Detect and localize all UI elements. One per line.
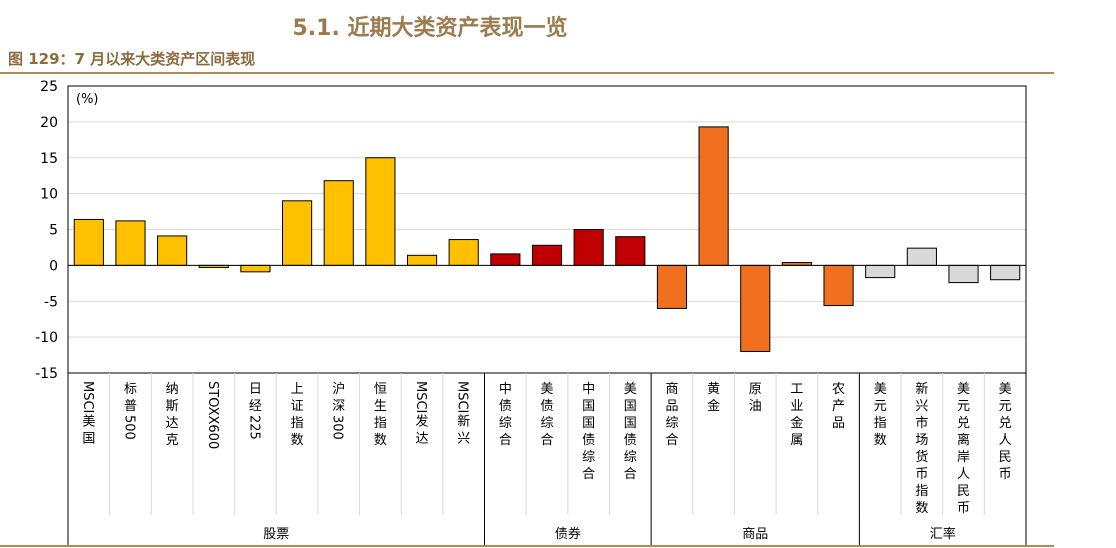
bar — [573, 229, 604, 266]
bar — [698, 126, 729, 266]
bar — [656, 264, 688, 309]
category-label: 美债综合 — [540, 382, 553, 448]
category-label-latin-part: 225 — [246, 415, 261, 440]
bar — [615, 236, 646, 266]
category-label: 新兴市场货币指数 — [915, 381, 928, 516]
y-tick-label: 0 — [49, 258, 58, 274]
bottom-divider — [0, 545, 1054, 547]
bar — [906, 247, 937, 266]
category-label: 中债综合 — [499, 382, 512, 448]
bar — [490, 253, 521, 266]
category-label: 日经 — [249, 382, 262, 414]
category-label: 上证指数 — [291, 382, 304, 448]
category-label-latin-part: 500 — [121, 415, 136, 440]
category-label: 发达 — [416, 413, 429, 446]
category-label-latin-part: MSCI — [413, 381, 428, 413]
category-label-latin-part: 300 — [330, 415, 345, 440]
group-label: 股票 — [263, 527, 289, 542]
bar — [948, 264, 979, 284]
category-label: 新兴 — [457, 413, 470, 446]
category-label: 黄金 — [707, 382, 720, 414]
bar — [240, 264, 271, 273]
category-label: 美元兑离岸人民币 — [957, 382, 970, 516]
bar — [115, 220, 146, 266]
bar — [73, 218, 104, 266]
category-label: 商品综合 — [665, 382, 678, 448]
category-label-latin-part: MSCI — [455, 381, 470, 413]
category-label: 纳斯达克 — [166, 382, 179, 448]
category-label: 中国国债综合 — [582, 382, 595, 482]
y-tick-label: 15 — [40, 151, 58, 167]
bar — [365, 157, 396, 266]
bar — [448, 239, 479, 266]
group-label: 商品 — [742, 527, 768, 542]
category-label: 美元指数 — [874, 382, 887, 448]
category-label: 恒生指数 — [374, 382, 387, 448]
bar — [282, 200, 313, 266]
top-divider — [0, 72, 1054, 74]
category-label-latin-part: MSCI — [80, 381, 95, 413]
category-label: 农产品 — [832, 382, 845, 431]
y-tick-label: 10 — [40, 187, 58, 203]
bar — [406, 254, 438, 266]
bar — [865, 264, 896, 279]
category-label-latin-part: STOXX600 — [205, 381, 220, 449]
y-tick-label: 25 — [40, 79, 58, 95]
bar — [323, 180, 354, 266]
category-label: 美元兑人民币 — [999, 382, 1012, 482]
category-label: 美国国债综合 — [624, 382, 637, 482]
category-label: 原油 — [749, 382, 762, 414]
plot-frame — [67, 85, 1027, 374]
category-label: 工业金属 — [790, 382, 803, 448]
bar — [823, 264, 854, 307]
bar — [990, 264, 1021, 281]
bar — [531, 244, 563, 266]
group-label: 债券 — [555, 526, 581, 542]
y-tick-label: -15 — [35, 366, 58, 382]
bar — [740, 264, 771, 352]
y-tick-label: -10 — [35, 330, 58, 346]
bar — [157, 235, 188, 266]
y-tick-label: 5 — [49, 223, 58, 239]
figure-title: 图 129：7 月以来大类资产区间表现 — [8, 50, 256, 68]
y-tick-label: 20 — [40, 115, 58, 131]
category-label: 标普 — [124, 382, 137, 414]
section-title: 5.1. 近期大类资产表现一览 — [292, 16, 568, 41]
category-label: 美国 — [82, 414, 95, 446]
y-tick-label: -5 — [44, 294, 58, 310]
category-label: 沪深 — [332, 381, 345, 414]
group-label: 汇率 — [930, 526, 956, 542]
y-axis-unit-label: (%) — [76, 92, 99, 107]
